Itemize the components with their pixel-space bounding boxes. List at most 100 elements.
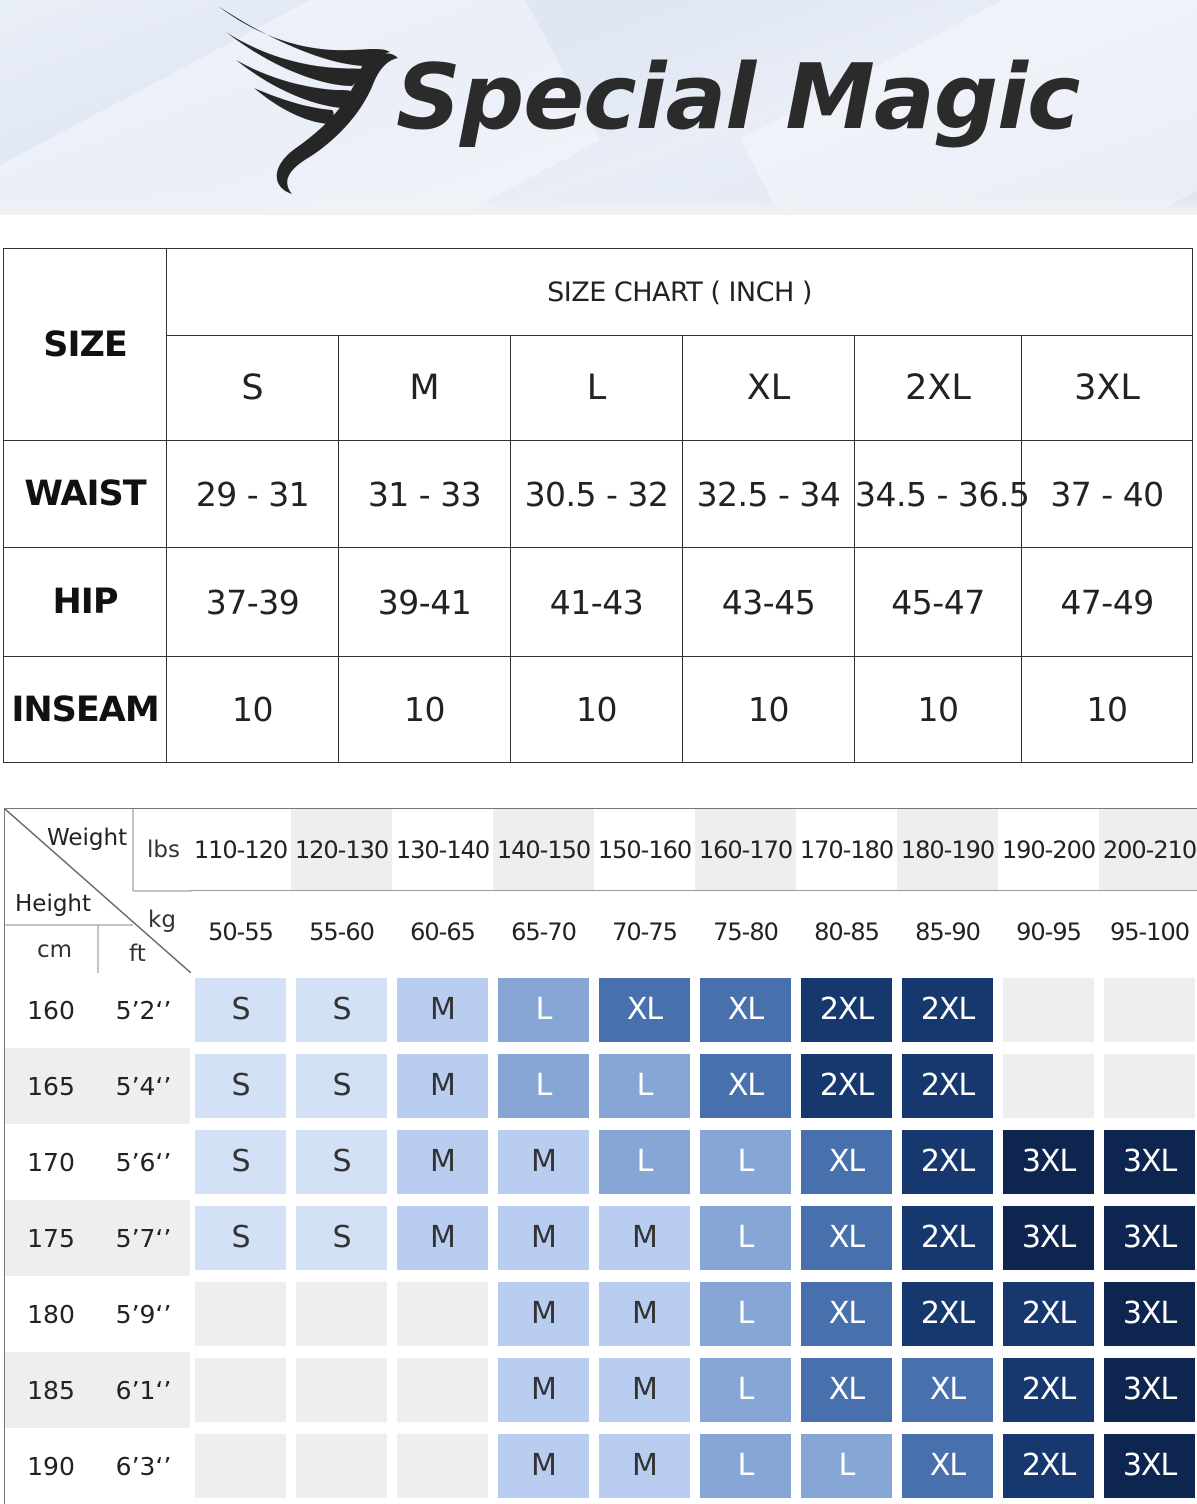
fit-cell: 2XL [897,1124,998,1200]
size-recommendation: L [700,1206,791,1270]
size-recommendation: XL [599,978,690,1042]
fit-cell: S [190,972,291,1048]
fit-row: 180 5’9‘’ M M L XL 2XL 2XL 3XL [4,1276,1197,1352]
brand-header: Special Magic [0,0,1197,215]
cm-label: cm [37,937,73,963]
size-recommendation: 3XL [1104,1358,1195,1422]
hip-value: 37-39 [166,547,339,657]
fit-cell: M [493,1276,594,1352]
size-recommendation: M [599,1206,690,1270]
height-ft: 5’4‘’ [97,1048,190,1124]
size-recommendation: S [195,1206,286,1270]
size-recommendation: 2XL [1003,1434,1094,1498]
fit-cell: 2XL [897,1200,998,1276]
empty-fit-cell [296,1358,387,1422]
fit-cell: XL [695,1048,796,1124]
fit-cell [1099,1048,1197,1124]
fit-cell: XL [796,1200,897,1276]
height-cm: 165 [4,1048,97,1124]
inseam-value: 10 [1020,656,1194,763]
fit-cell [190,1428,291,1504]
size-recommendation: S [296,1130,387,1194]
empty-fit-cell [1003,1054,1094,1118]
size-recommendation: S [195,1130,286,1194]
inseam-value: 10 [166,656,339,763]
fit-cell: XL [897,1428,998,1504]
size-recommendation: M [397,978,488,1042]
fit-cell: M [493,1200,594,1276]
fit-cell: S [291,1048,392,1124]
size-recommendation: XL [801,1282,892,1346]
fit-cell: 3XL [1099,1200,1197,1276]
fit-cell: M [392,1048,493,1124]
size-recommendation: L [498,1054,589,1118]
size-recommendation: XL [700,1054,791,1118]
fit-cell [291,1352,392,1428]
fit-cell: M [493,1428,594,1504]
size-recommendation: M [498,1130,589,1194]
height-ft: 5’2‘’ [115,995,172,1025]
size-recommendation: 3XL [1104,1282,1195,1346]
size-recommendation: L [599,1130,690,1194]
size-recommendation: 3XL [1104,1206,1195,1270]
header-shadow [0,197,1197,215]
fit-cell: 2XL [897,972,998,1048]
fit-cell: 2XL [897,1276,998,1352]
size-recommendation: M [599,1358,690,1422]
fit-chart-body: 160 5’2‘’ S S M L XL XL 2XL 2XL 165 5’4‘’ S S M L L XL 2XL… [4,972,1197,1504]
size-recommendation: L [700,1130,791,1194]
size-recommendation: L [801,1434,892,1498]
fit-cell: M [392,1200,493,1276]
size-recommendation: M [498,1434,589,1498]
size-recommendation: 2XL [801,1054,892,1118]
fit-cell: L [493,972,594,1048]
fit-cell: L [695,1276,796,1352]
size-recommendation: M [397,1206,488,1270]
fit-cell: M [594,1352,695,1428]
fit-cell: S [190,1048,291,1124]
empty-fit-cell [397,1434,488,1498]
fit-cell: 2XL [998,1352,1099,1428]
fit-cell [392,1352,493,1428]
fit-cell: XL [796,1276,897,1352]
size-label: XL [682,335,855,441]
size-recommendation: XL [801,1206,892,1270]
height-cm: 160 [4,972,97,1048]
hip-value: 45-47 [854,547,1022,657]
inseam-value: 10 [854,656,1022,763]
size-recommendation: 2XL [902,1206,993,1270]
size-recommendation: XL [902,1434,993,1498]
row-label-inseam: INSEAM [3,656,167,763]
size-recommendation: 2XL [1003,1282,1094,1346]
empty-fit-cell [195,1358,286,1422]
fit-cell: XL [796,1124,897,1200]
size-recommendation: 2XL [902,1282,993,1346]
empty-fit-cell [296,1282,387,1346]
size-recommendation: S [296,1206,387,1270]
height-cm: 170 [4,1124,97,1200]
waist-row: WAIST 29 - 31 31 - 33 30.5 - 32 32.5 - 3… [3,440,1194,548]
fit-cell [998,972,1099,1048]
fit-row: 170 5’6‘’ S S M M L L XL 2XL 3XL 3XL [4,1124,1197,1200]
fit-cell: 3XL [1099,1428,1197,1504]
fit-chart-corner: Weight lbs Height kg cm ft [4,808,191,973]
size-recommendation: S [296,978,387,1042]
empty-fit-cell [397,1282,488,1346]
fit-cell: XL [695,972,796,1048]
fit-cell: L [796,1428,897,1504]
size-recommendation: 2XL [1003,1358,1094,1422]
waist-value: 29 - 31 [166,440,339,548]
waist-value: 34.5 - 36.5 [854,440,1030,548]
empty-fit-cell [195,1282,286,1346]
size-recommendation: L [700,1434,791,1498]
size-recommendation: L [599,1054,690,1118]
kg-range: 65-70 [493,890,594,972]
fit-cell: M [392,972,493,1048]
hip-value: 39-41 [338,547,511,657]
hip-row: HIP 37-39 39-41 41-43 43-45 45-47 47-49 [3,547,1194,657]
fit-cell [998,1048,1099,1124]
size-recommendation: S [296,1054,387,1118]
fit-row: 190 6’3‘’ M M L L XL 2XL 3XL [4,1428,1197,1504]
empty-fit-cell [1104,1054,1195,1118]
kg-range: 90-95 [998,890,1099,972]
